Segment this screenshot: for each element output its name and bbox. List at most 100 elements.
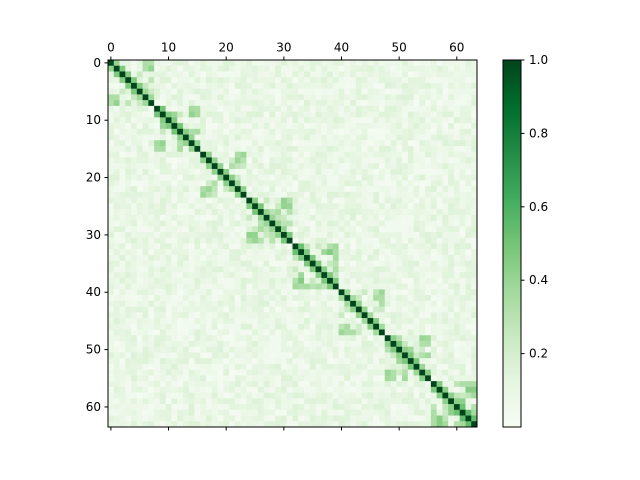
- heatmap-cell: [361, 168, 368, 175]
- heatmap-cell: [240, 65, 247, 72]
- heatmap-cell: [350, 300, 357, 307]
- heatmap-cell: [413, 111, 420, 118]
- heatmap-cell: [367, 140, 374, 147]
- heatmap-cell: [188, 111, 195, 118]
- heatmap-cell: [413, 117, 420, 124]
- heatmap-cell: [108, 77, 115, 84]
- heatmap-cell: [108, 163, 115, 170]
- heatmap-cell: [332, 111, 339, 118]
- heatmap-cell: [413, 375, 420, 382]
- heatmap-cell: [327, 277, 334, 284]
- heatmap-cell: [182, 277, 190, 284]
- heatmap-cell: [240, 318, 247, 325]
- heatmap-cell: [263, 346, 270, 353]
- heatmap-cell: [200, 163, 207, 170]
- heatmap-cell: [448, 260, 455, 267]
- heatmap-cell: [402, 82, 409, 89]
- heatmap-cell: [413, 82, 420, 89]
- heatmap-cell: [373, 157, 380, 164]
- heatmap-cell: [206, 226, 213, 233]
- heatmap-cell: [419, 174, 426, 181]
- heatmap-cell: [148, 381, 155, 388]
- heatmap-cell: [194, 243, 201, 250]
- heatmap-cell: [234, 409, 241, 416]
- heatmap-cell: [453, 226, 461, 233]
- heatmap-cell: [280, 358, 288, 365]
- heatmap-cell: [309, 381, 316, 388]
- heatmap-cell: [321, 146, 328, 153]
- heatmap-cell: [154, 180, 161, 187]
- heatmap-cell: [425, 237, 432, 244]
- heatmap-cell: [142, 174, 149, 181]
- heatmap-cell: [177, 421, 184, 428]
- heatmap-cell: [390, 105, 397, 112]
- heatmap-cell: [286, 283, 293, 290]
- heatmap-cell: [309, 65, 316, 72]
- heatmap-cell: [136, 249, 143, 256]
- heatmap-cell: [108, 168, 115, 175]
- heatmap-cell: [269, 140, 276, 147]
- heatmap-cell: [280, 232, 288, 239]
- heatmap-cell: [448, 100, 455, 107]
- heatmap-cell: [223, 151, 230, 158]
- heatmap-cell: [240, 82, 247, 89]
- heatmap-cell: [442, 312, 449, 319]
- heatmap-cell: [131, 197, 138, 204]
- heatmap-cell: [350, 140, 357, 147]
- heatmap-cell: [321, 300, 328, 307]
- heatmap-cell: [378, 226, 386, 233]
- heatmap-cell: [113, 306, 120, 313]
- heatmap-cell: [136, 272, 143, 279]
- heatmap-cell: [448, 358, 455, 365]
- heatmap-cell: [131, 318, 138, 325]
- heatmap-cell: [148, 163, 155, 170]
- heatmap-cell: [378, 146, 386, 153]
- heatmap-cell: [217, 318, 224, 325]
- heatmap-cell: [206, 272, 213, 279]
- heatmap-cell: [448, 381, 455, 388]
- heatmap-cell: [327, 295, 334, 302]
- heatmap-cell: [338, 77, 345, 84]
- heatmap-cell: [309, 409, 316, 416]
- heatmap-cell: [315, 174, 322, 181]
- heatmap-cell: [177, 88, 184, 95]
- heatmap-cell: [309, 289, 316, 296]
- heatmap-cell: [263, 100, 270, 107]
- heatmap-cell: [257, 123, 264, 130]
- heatmap-cell: [154, 329, 161, 336]
- heatmap-cell: [229, 146, 236, 153]
- heatmap-cell: [471, 209, 478, 216]
- heatmap-cell: [338, 71, 345, 78]
- heatmap-cell: [286, 272, 293, 279]
- heatmap-cell: [321, 140, 328, 147]
- heatmap-cell: [159, 88, 166, 95]
- heatmap-cell: [131, 77, 138, 84]
- heatmap-cell: [471, 88, 478, 95]
- heatmap-cell: [171, 100, 178, 107]
- heatmap-cell: [453, 128, 461, 135]
- heatmap-cell: [188, 398, 195, 405]
- heatmap-cell: [390, 381, 397, 388]
- heatmap-cell: [413, 249, 420, 256]
- heatmap-cell: [367, 254, 374, 261]
- heatmap-cell: [327, 340, 334, 348]
- heatmap-cell: [407, 128, 414, 135]
- heatmap-cell: [200, 352, 207, 359]
- heatmap-cell: [465, 117, 472, 124]
- heatmap-cell: [315, 226, 322, 233]
- heatmap-cell: [211, 272, 218, 279]
- heatmap-cell: [425, 283, 432, 290]
- heatmap-cell: [131, 65, 138, 72]
- heatmap-cell: [182, 295, 190, 302]
- heatmap-cell: [292, 352, 299, 359]
- heatmap-cell: [402, 123, 409, 130]
- heatmap-cell: [298, 340, 305, 348]
- heatmap-cell: [396, 60, 403, 67]
- heatmap-cell: [413, 232, 420, 239]
- heatmap-cell: [211, 249, 218, 256]
- heatmap-cell: [396, 174, 403, 181]
- heatmap-cell: [396, 77, 403, 84]
- heatmap-cell: [263, 289, 270, 296]
- heatmap-cell: [402, 369, 409, 376]
- y-tick-label: 50: [86, 343, 101, 357]
